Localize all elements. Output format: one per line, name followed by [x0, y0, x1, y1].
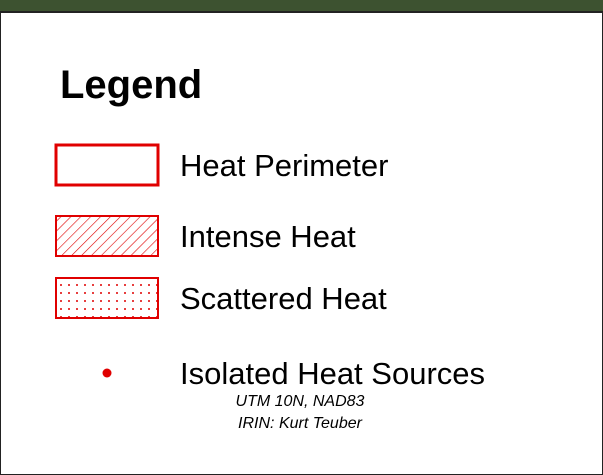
symbol-dots [55, 277, 159, 319]
legend-title: Legend [60, 63, 202, 107]
legend-items: Heat Perimeter Intense Heat Scattered Heat… [54, 143, 485, 391]
symbol-point [102, 368, 112, 378]
symbol-hatch [55, 215, 159, 257]
item-label: Isolated Heat Sources [180, 356, 485, 391]
item-label: Intense Heat [180, 219, 356, 254]
item-label: Scattered Heat [180, 281, 387, 316]
symbol-outline [54, 143, 160, 187]
footer-line: UTM 10N, NAD83 [236, 393, 365, 410]
item-label: Heat Perimeter [180, 148, 388, 183]
footer-line: IRIN: Kurt Teuber [238, 415, 363, 432]
